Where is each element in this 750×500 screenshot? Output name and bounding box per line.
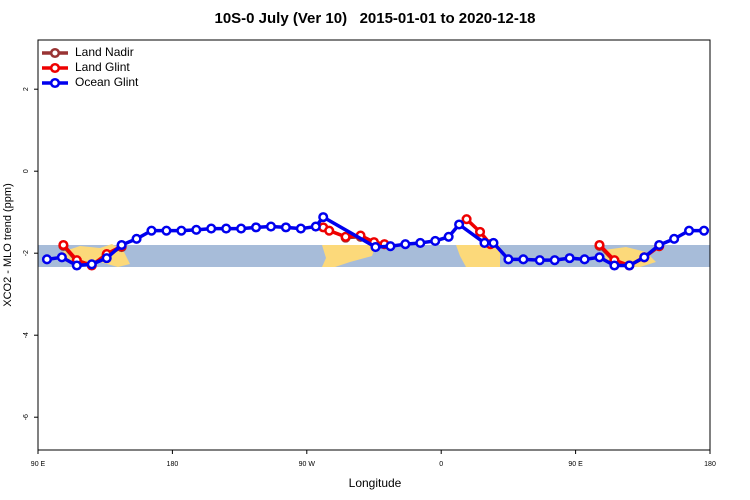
data-point [161, 225, 172, 236]
data-point [101, 253, 112, 264]
data-point [324, 225, 335, 236]
x-tick-label: 90 E [568, 461, 583, 468]
data-point [461, 214, 472, 225]
data-point [474, 226, 486, 237]
data-point [385, 241, 396, 252]
data-point [250, 222, 262, 233]
data-point [41, 254, 53, 265]
y-tick-label: 0 [23, 169, 30, 173]
data-point [58, 239, 69, 251]
data-point [318, 212, 329, 223]
data-point [518, 254, 529, 265]
x-tick-label: 90 W [299, 461, 316, 468]
data-point [430, 235, 441, 246]
data-point [415, 237, 426, 248]
y-tick-label: -4 [23, 332, 30, 338]
data-point [131, 233, 142, 244]
data-point [684, 225, 695, 236]
data-point [488, 237, 499, 248]
data-point [71, 260, 82, 271]
data-point [454, 219, 465, 230]
y-tick-label: 2 [23, 87, 30, 91]
data-point [191, 224, 202, 235]
data-point [624, 260, 635, 271]
legend-label: Land Nadir [75, 45, 134, 59]
legend-label: Ocean Glint [75, 75, 139, 89]
legend-marker [49, 47, 61, 59]
data-point [310, 221, 321, 232]
data-point [340, 231, 351, 242]
y-tick-label: -6 [23, 414, 30, 420]
legend-marker [49, 77, 61, 89]
data-point [370, 242, 381, 253]
data-point [295, 223, 306, 234]
data-point [146, 225, 157, 236]
x-tick-label: 180 [167, 461, 179, 468]
data-point [534, 255, 545, 266]
data-point [503, 254, 514, 265]
data-point [206, 223, 217, 234]
data-point [400, 239, 411, 250]
data-point [594, 252, 605, 263]
data-point [698, 225, 710, 236]
x-tick-label: 180 [704, 461, 716, 468]
x-axis-label: Longitude [349, 476, 402, 490]
data-point [609, 260, 620, 271]
data-point [549, 255, 560, 266]
data-point [594, 239, 605, 251]
data-point [564, 253, 575, 264]
data-point [236, 223, 247, 234]
data-point [265, 221, 277, 232]
data-point [669, 233, 680, 244]
data-point [654, 239, 665, 251]
x-tick-label: 90 E [31, 461, 46, 468]
legend-label: Land Glint [75, 60, 130, 74]
data-point [176, 225, 187, 236]
x-tick-label: 0 [439, 461, 443, 468]
y-axis-label: XCO2 - MLO trend (ppm) [2, 183, 14, 306]
data-point [221, 223, 232, 234]
legend-marker [49, 62, 61, 74]
data-point [116, 239, 127, 251]
data-point [56, 252, 67, 263]
data-point [86, 259, 97, 270]
data-point [479, 237, 490, 248]
data-point [280, 222, 291, 233]
data-point [443, 231, 454, 242]
y-tick-label: -2 [23, 250, 30, 256]
data-point [639, 252, 650, 263]
chart-title: 10S-0 July (Ver 10) 2015-01-01 to 2020-1… [214, 10, 535, 27]
data-point [579, 254, 590, 265]
plot-frame [37, 39, 711, 451]
